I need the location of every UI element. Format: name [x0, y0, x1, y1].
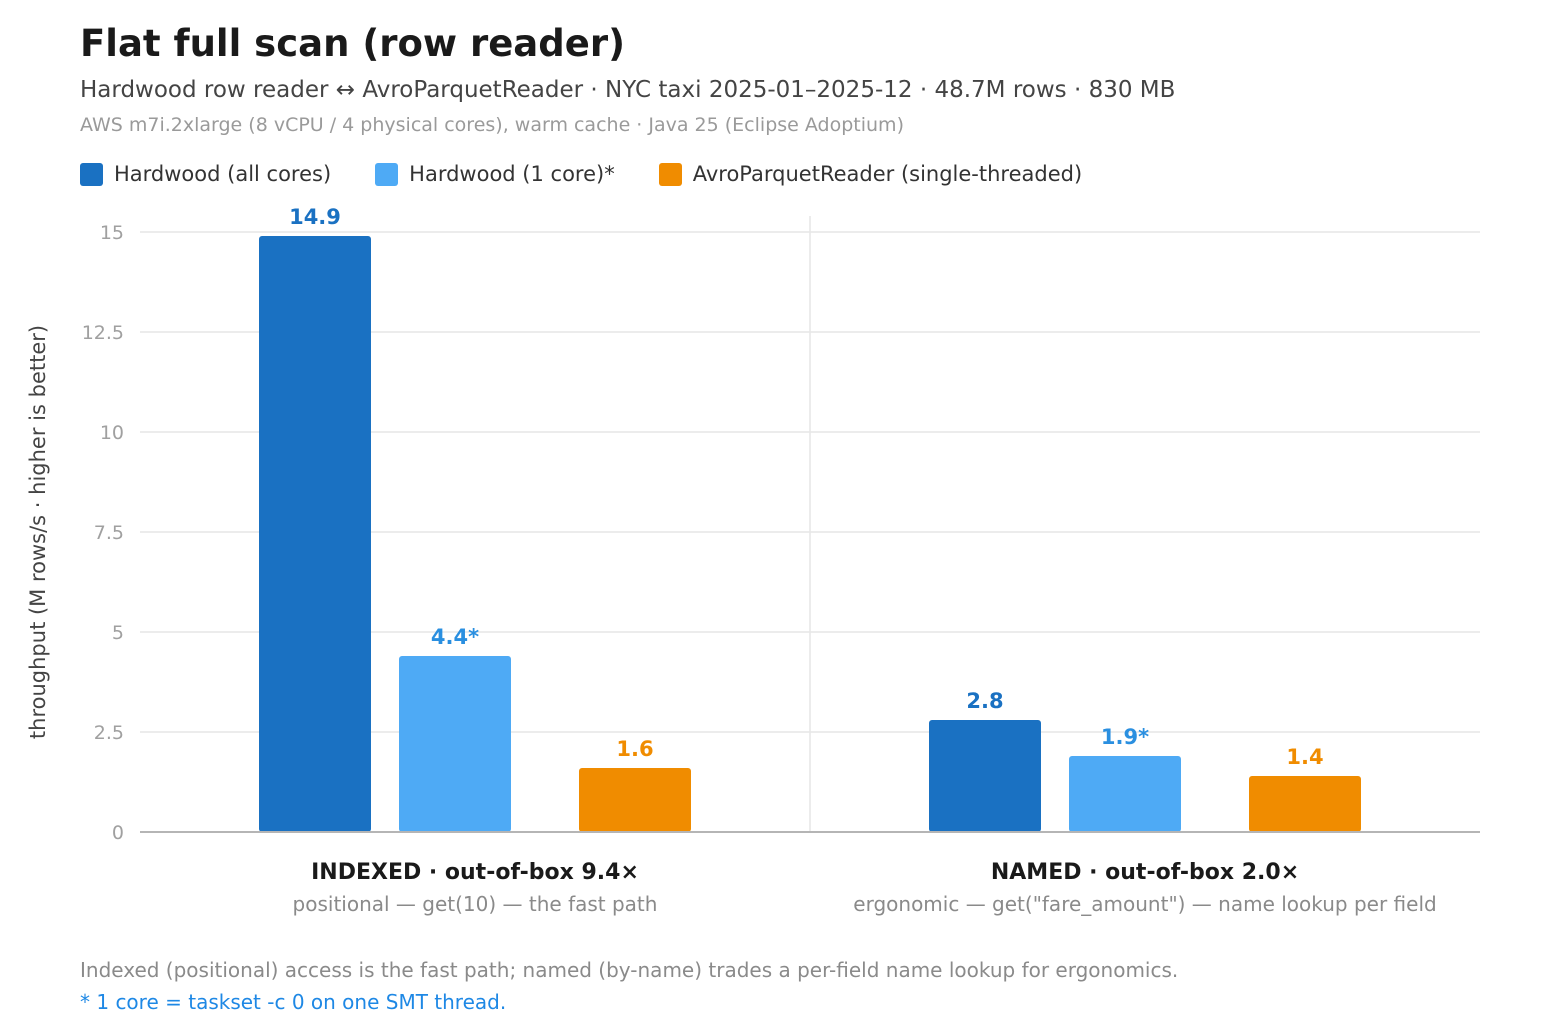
category-label: INDEXED · out-of-box 9.4×	[311, 860, 639, 885]
legend-item-hardwood-all-cores: Hardwood (all cores)	[80, 162, 331, 186]
data-label: 4.4*	[431, 625, 479, 649]
legend-swatch	[375, 162, 399, 186]
data-label: 1.6	[616, 737, 653, 761]
legend-label: Hardwood (all cores)	[114, 162, 332, 186]
bar	[399, 656, 511, 832]
category-subtitle: positional — get(10) — the fast path	[293, 892, 658, 916]
y-tick-label: 2.5	[94, 722, 124, 744]
bar	[1069, 756, 1181, 832]
data-label: 1.9*	[1101, 725, 1149, 749]
data-label: 1.4	[1286, 745, 1323, 769]
environment-info: AWS m7i.2xlarge (8 vCPU / 4 physical cor…	[80, 114, 904, 136]
legend-label: AvroParquetReader (single-threaded)	[692, 162, 1083, 186]
legend-swatch	[658, 162, 682, 186]
y-tick-label: 7.5	[94, 522, 124, 544]
chart-note: Indexed (positional) access is the fast …	[80, 958, 1179, 982]
y-axis-label: throughput (M rows/s · higher is better)	[26, 325, 50, 739]
chart-subtitle: Hardwood row reader ↔ AvroParquetReader …	[80, 77, 1176, 103]
y-tick-label: 5	[112, 622, 124, 644]
category-label: NAMED · out-of-box 2.0×	[991, 860, 1299, 885]
legend-swatch	[80, 162, 103, 186]
chart-title: Flat full scan (row reader)	[80, 22, 626, 65]
chart-footnote: * 1 core = taskset -c 0 on one SMT threa…	[80, 990, 507, 1014]
bar	[929, 720, 1041, 832]
legend-item-hardwood-one-core: Hardwood (1 core)*	[375, 162, 615, 186]
legend-label: Hardwood (1 core)*	[409, 162, 615, 186]
y-tick-label: 10	[100, 422, 124, 444]
bar	[1249, 776, 1361, 832]
data-label: 14.9	[289, 205, 341, 229]
bar	[259, 236, 371, 832]
y-tick-label: 15	[100, 222, 124, 244]
data-label: 2.8	[966, 689, 1003, 713]
legend: Hardwood (all cores) Hardwood (1 core)* …	[80, 162, 1126, 186]
y-tick-label: 12.5	[82, 322, 124, 344]
bar	[579, 768, 691, 832]
legend-item-avro: AvroParquetReader (single-threaded)	[658, 162, 1083, 186]
category-subtitle: ergonomic — get("fare_amount") — name lo…	[853, 892, 1436, 916]
y-tick-label: 0	[112, 822, 124, 844]
